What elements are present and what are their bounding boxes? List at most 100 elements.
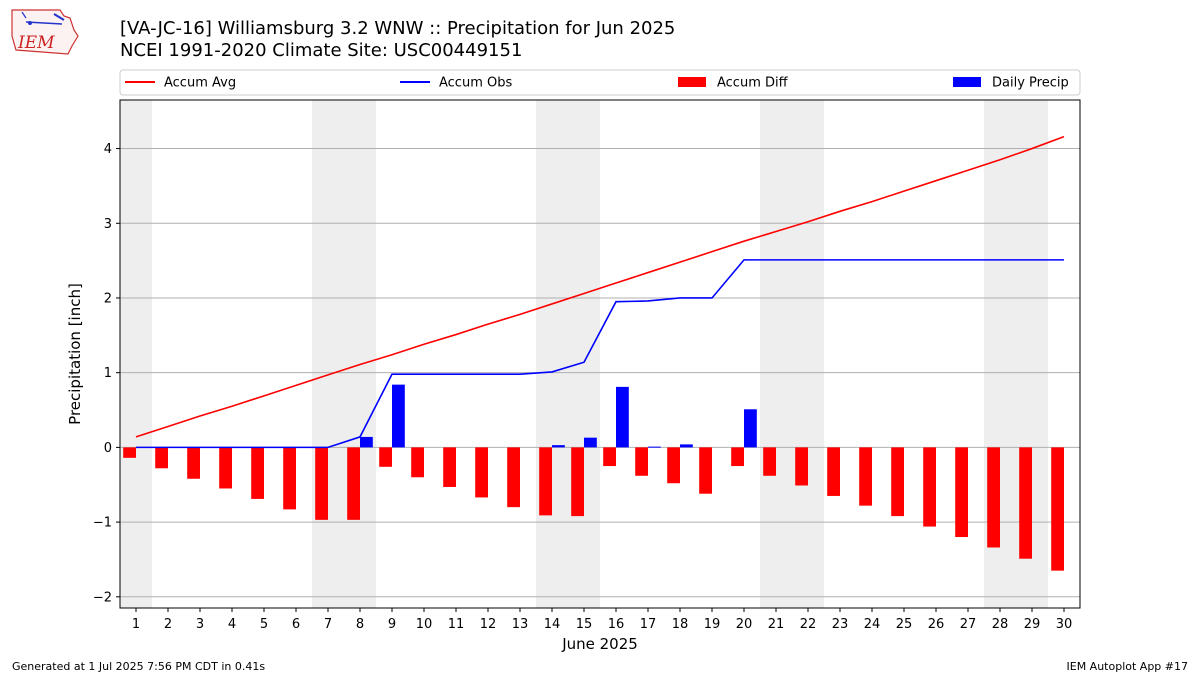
x-tick-label: 17	[640, 617, 657, 632]
y-tick-label: 1	[104, 366, 112, 381]
accum-diff-bar	[1019, 447, 1032, 559]
x-tick-label: 27	[960, 617, 977, 632]
footer-generated: Generated at 1 Jul 2025 7:56 PM CDT in 0…	[12, 660, 266, 673]
accum-diff-bar	[379, 447, 392, 467]
accum-avg-line	[135, 135, 1065, 438]
weekend-band	[536, 100, 568, 608]
y-tick-label: 2	[104, 291, 112, 306]
y-tick-label: 4	[104, 142, 112, 157]
chart-title: [VA-JC-16] Williamsburg 3.2 WNW :: Preci…	[120, 18, 676, 39]
footer-app: IEM Autoplot App #17	[1066, 660, 1189, 673]
x-tick-label: 4	[228, 617, 236, 632]
y-tick-label: −1	[93, 516, 112, 531]
x-tick-label: 25	[896, 617, 913, 632]
y-axis-label: Precipitation [inch]	[66, 283, 84, 425]
daily-precip-bar	[680, 444, 693, 448]
x-tick-label: 26	[928, 617, 945, 632]
accum-diff-bar	[155, 447, 168, 469]
accum-diff-bar	[315, 447, 328, 520]
accum-diff-bar	[987, 447, 1000, 548]
accum-diff-bar	[251, 447, 264, 499]
legend-accum-avg-label: Accum Avg	[164, 76, 236, 91]
legend-accum-obs-label: Accum Obs	[439, 76, 512, 91]
accum-diff-bar	[795, 447, 808, 486]
x-tick-label: 22	[800, 617, 817, 632]
x-tick-label: 24	[864, 617, 881, 632]
iem-logo: IEM	[11, 9, 79, 55]
legend-daily-precip-label: Daily Precip	[992, 76, 1069, 91]
accum-diff-bar	[891, 447, 904, 517]
x-tick-label: 30	[1056, 617, 1073, 632]
accum-diff-bar	[731, 447, 744, 467]
weekend-band	[312, 100, 344, 608]
legend-accum-diff-label: Accum Diff	[717, 76, 789, 91]
weekend-band	[792, 100, 824, 608]
accum-diff-bar	[955, 447, 968, 538]
plot-frame	[119, 99, 1081, 609]
accum-diff-bar	[763, 447, 776, 476]
accum-diff-bar	[859, 447, 872, 506]
accum-diff-bar	[539, 447, 552, 516]
legend-box	[119, 69, 1081, 96]
x-tick-label: 15	[576, 617, 593, 632]
accum-diff-bar	[667, 447, 680, 484]
x-tick-label: 7	[324, 617, 332, 632]
legend: Accum Avg Accum Obs Accum Diff Daily Precip	[119, 69, 1081, 96]
daily-precip-bar	[360, 436, 373, 448]
x-tick-label: 18	[672, 617, 689, 632]
daily-precip-bar	[552, 445, 565, 448]
daily-precip-bar	[584, 437, 597, 448]
x-tick-label: 6	[292, 617, 300, 632]
weekend-band	[568, 100, 600, 608]
x-tick-label: 19	[704, 617, 721, 632]
accum-diff-bar	[923, 447, 936, 527]
x-tick-label: 1	[132, 617, 140, 632]
x-tick-label: 2	[164, 617, 172, 632]
accum-diff-bar	[699, 447, 712, 494]
daily-precip-bar	[616, 386, 629, 448]
daily-precip-bar	[392, 384, 405, 448]
x-tick-label: 20	[736, 617, 753, 632]
legend-accum-diff-swatch	[678, 77, 706, 87]
x-tick-label: 12	[480, 617, 497, 632]
accum-diff-bar	[219, 447, 232, 489]
x-tick-label: 9	[388, 617, 396, 632]
daily-precip-bar	[744, 409, 757, 448]
accum-diff-bar	[635, 447, 648, 476]
x-tick-label: 21	[768, 617, 785, 632]
accum-diff-bar	[347, 447, 360, 520]
y-tick-label: 3	[104, 217, 112, 232]
accum-diff-bar	[443, 447, 456, 487]
x-tick-label: 29	[1024, 617, 1041, 632]
logo-text: IEM	[17, 33, 55, 53]
accum-obs-line	[136, 259, 1064, 449]
x-tick-label: 11	[448, 617, 465, 632]
accum-diff-bar	[827, 447, 840, 496]
x-tick-label: 28	[992, 617, 1009, 632]
x-tick-label: 16	[608, 617, 625, 632]
accum-diff-bar	[603, 447, 616, 467]
x-tick-label: 14	[544, 617, 561, 632]
x-tick-label: 10	[416, 617, 433, 632]
accum-diff-bar	[1051, 447, 1064, 571]
x-tick-label: 3	[196, 617, 204, 632]
x-tick-label: 5	[260, 617, 268, 632]
x-axis-label: June 2025	[561, 635, 638, 653]
legend-daily-precip-swatch	[953, 77, 981, 87]
accum-diff-bar	[123, 447, 136, 458]
accum-diff-bar	[283, 447, 296, 510]
y-tick-label: 0	[104, 441, 112, 456]
x-tick-label: 13	[512, 617, 529, 632]
weekend-band	[344, 100, 376, 608]
weekend-band	[760, 100, 792, 608]
accum-diff-bar	[411, 447, 424, 478]
accum-diff-bar	[475, 447, 488, 498]
chart-subtitle: NCEI 1991-2020 Climate Site: USC00449151	[120, 40, 523, 61]
weekend-band	[120, 100, 152, 608]
accum-diff-bar	[571, 447, 584, 517]
x-tick-label: 23	[832, 617, 849, 632]
accum-diff-bar	[187, 447, 200, 479]
y-tick-label: −2	[93, 590, 112, 605]
x-tick-label: 8	[356, 617, 364, 632]
